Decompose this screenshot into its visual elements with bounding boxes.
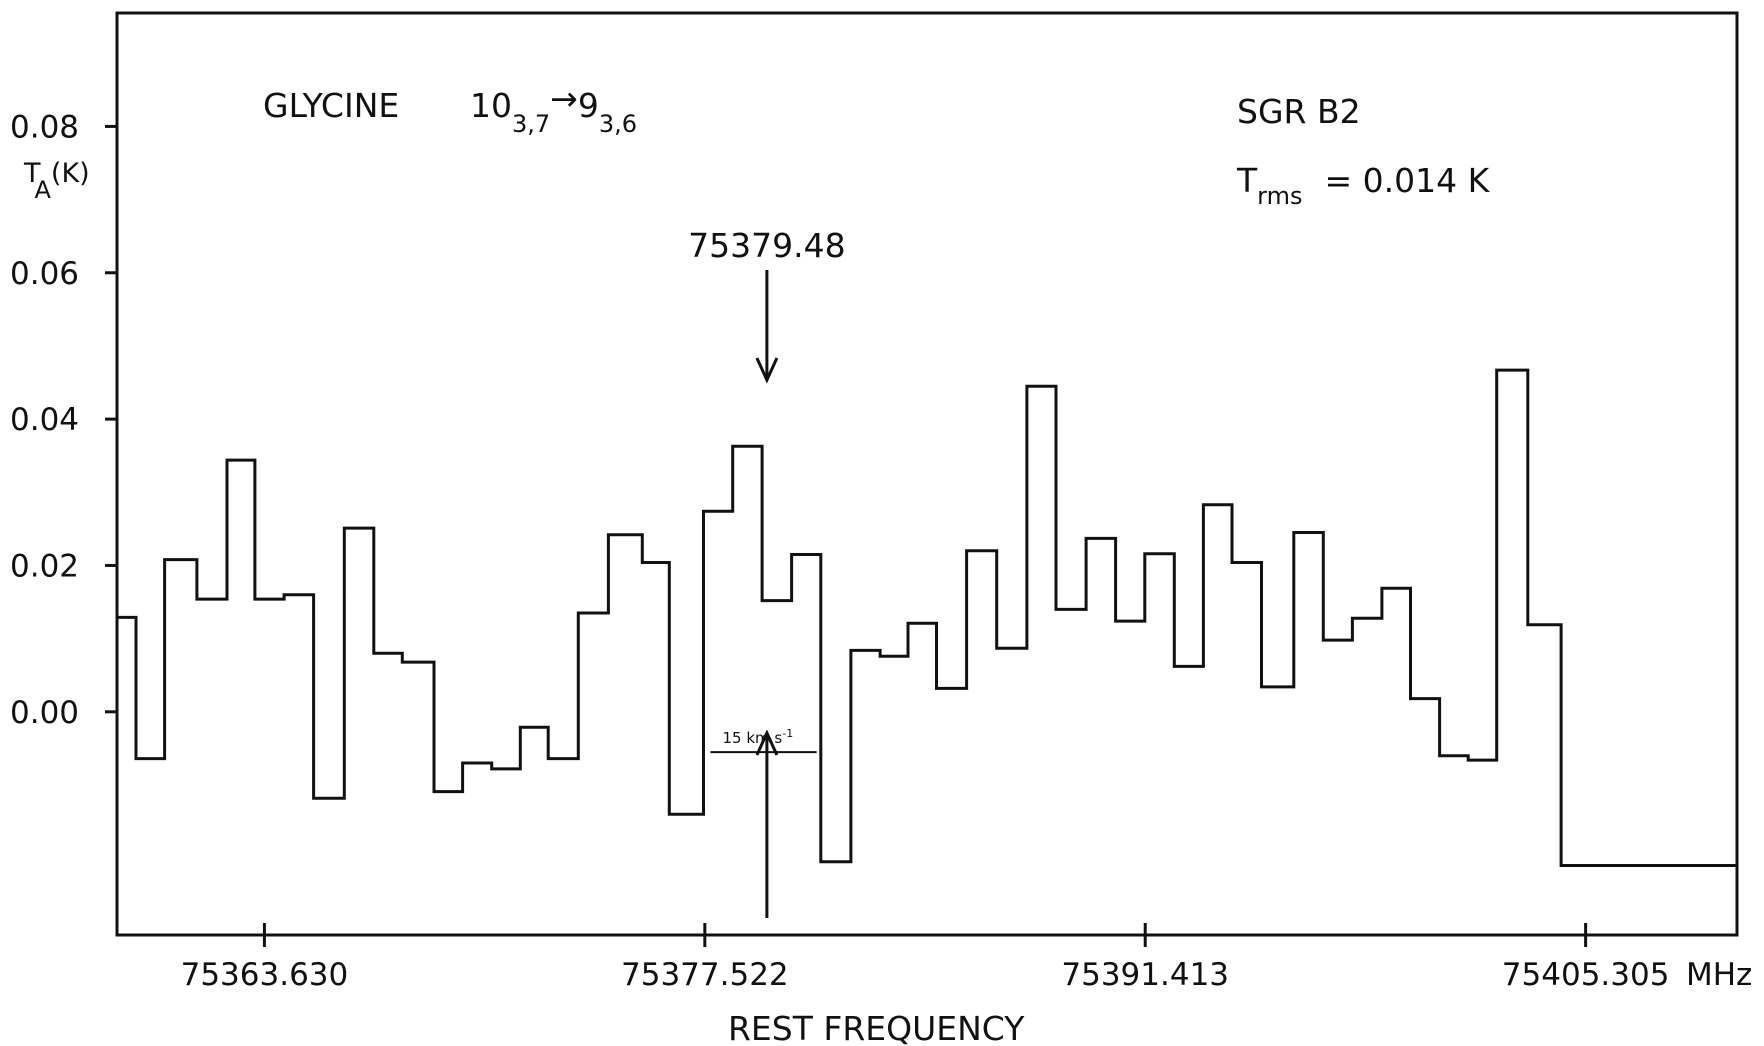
- x-tick-label: 75391.413: [1061, 957, 1229, 993]
- x-tick-label: 75377.522: [621, 957, 789, 993]
- y-tick-label: 0.04: [10, 402, 79, 438]
- y-tick-label: 0.08: [10, 109, 79, 145]
- y-axis-label: T A(K): [23, 158, 90, 204]
- spectrum-step-line: [117, 368, 1737, 867]
- x-tick-label: 75405.305: [1502, 957, 1670, 993]
- y-tick-label: 0.06: [10, 256, 79, 292]
- line-frequency-annotation: 75379.48: [688, 226, 845, 265]
- line-marker-arrowhead-top: [755, 357, 779, 384]
- x-axis-unit: MHz: [1686, 957, 1752, 993]
- molecule-title: GLYCINE: [263, 86, 399, 125]
- velocity-scale-label: 15 km s-1: [722, 727, 793, 747]
- x-tick-label: 75363.630: [181, 957, 349, 993]
- transition-label: 103,7→93,6: [470, 79, 637, 138]
- y-tick-label: 0.00: [10, 695, 79, 731]
- plot-frame: [115, 11, 1739, 937]
- y-tick-label: 0.02: [10, 548, 79, 584]
- x-axis-label: REST FREQUENCY: [728, 1009, 1025, 1046]
- source-label: SGR B2: [1237, 92, 1361, 131]
- line-marker-arrowhead-bottom: [755, 729, 779, 756]
- trms-label: Trms = 0.014 K: [1236, 161, 1491, 210]
